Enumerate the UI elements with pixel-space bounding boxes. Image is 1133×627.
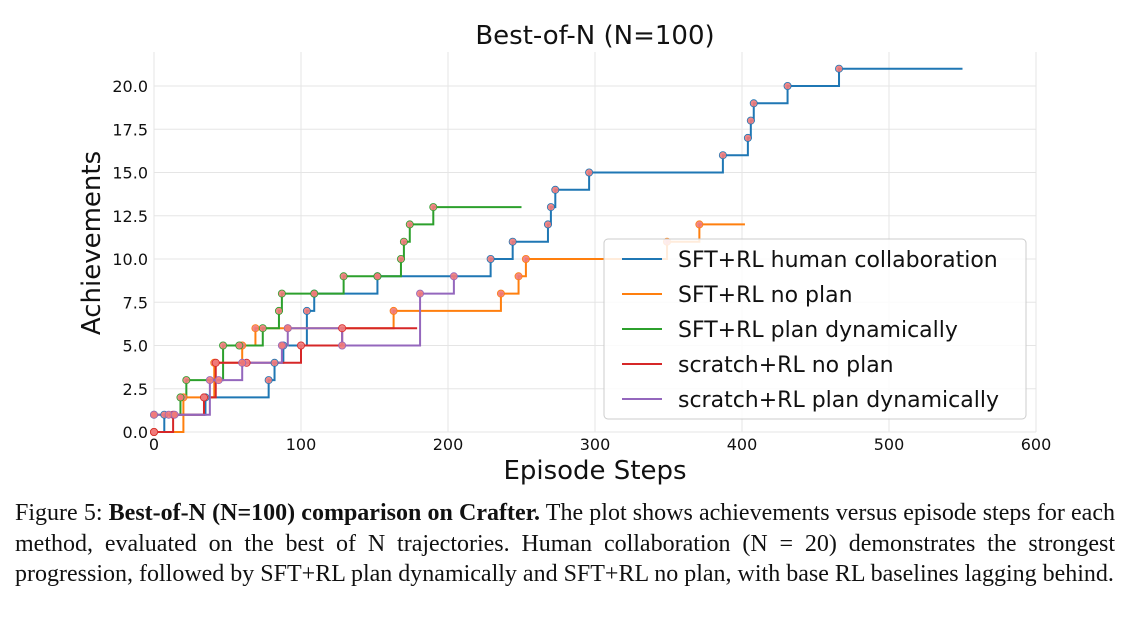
- data-point: [264, 376, 273, 385]
- x-tick-label: 400: [727, 435, 758, 454]
- data-point: [543, 220, 552, 229]
- data-point: [835, 64, 844, 73]
- caption-prefix: Figure 5:: [15, 500, 109, 526]
- figure-caption: Figure 5: Best-of-N (N=100) comparison o…: [15, 498, 1115, 590]
- series-lines: [149, 64, 963, 436]
- data-point: [310, 289, 319, 298]
- x-axis-label: Episode Steps: [503, 456, 686, 486]
- data-point: [277, 341, 286, 350]
- x-tick-label: 200: [433, 435, 464, 454]
- data-point: [149, 410, 158, 419]
- data-point: [389, 306, 398, 315]
- caption-bold: Best-of-N (N=100) comparison on Crafter.: [108, 500, 541, 526]
- data-point: [585, 168, 594, 177]
- data-point: [508, 237, 517, 246]
- data-point: [749, 99, 758, 108]
- chart-title: Best-of-N (N=100): [475, 21, 714, 51]
- data-point: [496, 289, 505, 298]
- data-point: [238, 358, 247, 367]
- data-point: [783, 82, 792, 91]
- y-tick-label: 20.0: [112, 77, 148, 96]
- data-point: [338, 341, 347, 350]
- data-point: [399, 237, 408, 246]
- chart: 0 100 200 300 400 500 600 0.0 2.5 5.0 7.5 10.0 12.5 1…: [77, 21, 1051, 486]
- data-point: [514, 272, 523, 281]
- x-tick-label: 300: [580, 435, 611, 454]
- y-tick-label: 0.0: [123, 423, 148, 442]
- data-point: [274, 306, 283, 315]
- data-point: [546, 203, 555, 212]
- data-point: [521, 254, 530, 263]
- data-point: [258, 324, 267, 333]
- y-tick-label: 17.5: [112, 120, 148, 139]
- legend-label: scratch+RL plan dynamically: [678, 388, 999, 413]
- data-point: [551, 185, 560, 194]
- y-axis-label: Achievements: [77, 151, 107, 335]
- legend-label: SFT+RL human collaboration: [678, 248, 998, 273]
- data-point: [176, 393, 185, 402]
- y-tick-label: 7.5: [123, 293, 148, 312]
- data-point: [373, 272, 382, 281]
- tick-labels: 0 100 200 300 400 500 600 0.0 2.5 5.0 7.5 10.0 12.5 1…: [112, 77, 1051, 454]
- legend: SFT+RL human collaboration SFT+RL no plan…: [603, 238, 1027, 420]
- data-point: [746, 116, 755, 125]
- data-point: [182, 376, 191, 385]
- data-point: [405, 220, 414, 229]
- legend-label: SFT+RL no plan: [678, 283, 853, 308]
- legend-label: scratch+RL no plan: [678, 353, 894, 378]
- data-point: [429, 203, 438, 212]
- caption-body: The plot shows achievements versus episo…: [15, 500, 1115, 587]
- y-tick-label: 5.0: [123, 337, 148, 356]
- y-tick-label: 15.0: [112, 164, 148, 183]
- data-point: [296, 341, 305, 350]
- data-point: [214, 376, 223, 385]
- data-point: [170, 410, 179, 419]
- data-point: [416, 289, 425, 298]
- data-point: [302, 306, 311, 315]
- data-point: [149, 427, 158, 436]
- data-point: [396, 254, 405, 263]
- data-point: [718, 151, 727, 160]
- y-tick-label: 12.5: [112, 207, 148, 226]
- data-point: [211, 358, 220, 367]
- x-tick-label: 600: [1021, 435, 1052, 454]
- data-point: [251, 324, 260, 333]
- x-tick-label: 500: [874, 435, 905, 454]
- x-tick-label: 100: [286, 435, 317, 454]
- x-tick-label: 0: [149, 435, 159, 454]
- data-point: [199, 393, 208, 402]
- data-point: [486, 254, 495, 263]
- y-tick-label: 10.0: [112, 250, 148, 269]
- data-point: [695, 220, 704, 229]
- data-point: [277, 289, 286, 298]
- series-line: [154, 276, 455, 416]
- data-point: [743, 133, 752, 142]
- legend-box: [603, 238, 1027, 420]
- data-point: [235, 341, 244, 350]
- data-point: [270, 358, 279, 367]
- legend-label: SFT+RL plan dynamically: [678, 318, 958, 343]
- data-point: [283, 324, 292, 333]
- data-point: [449, 272, 458, 281]
- data-point: [339, 272, 348, 281]
- data-point: [338, 324, 347, 333]
- y-tick-label: 2.5: [123, 380, 148, 399]
- data-point: [219, 341, 228, 350]
- data-point: [205, 376, 214, 385]
